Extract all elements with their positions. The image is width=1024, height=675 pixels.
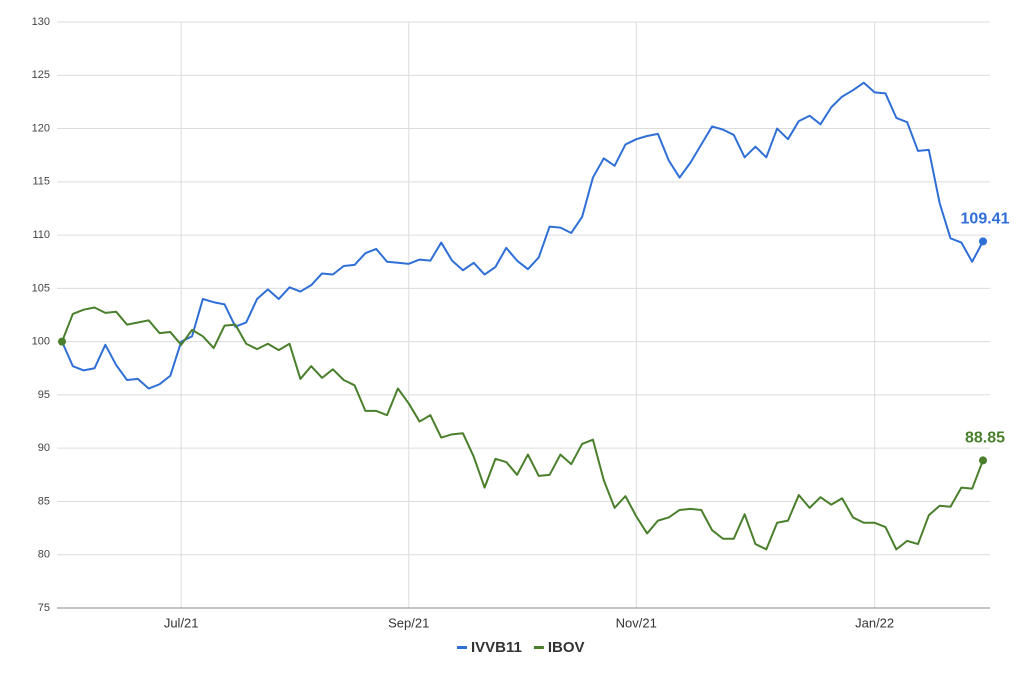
y-tick-label: 105 xyxy=(32,282,50,294)
end-point xyxy=(979,456,987,465)
y-tick-label: 95 xyxy=(38,389,50,401)
y-tick-label: 90 xyxy=(38,442,50,454)
legend-swatch xyxy=(533,646,544,649)
x-tick-label: Nov/21 xyxy=(616,615,657,630)
y-tick-label: 80 xyxy=(38,549,50,561)
y-tick-label: 120 xyxy=(32,122,50,134)
y-tick-label: 100 xyxy=(32,336,50,348)
legend-label: IBOV xyxy=(548,639,585,656)
y-tick-label: 115 xyxy=(32,176,50,188)
end-value-label: 88.85 xyxy=(965,430,1005,447)
legend-label: IVVB11 xyxy=(471,639,522,656)
x-tick-label: Sep/21 xyxy=(388,615,429,630)
y-tick-label: 110 xyxy=(32,229,50,241)
legend: IVVB11 IBOV xyxy=(457,639,585,656)
end-value-label: 109.41 xyxy=(961,211,1010,228)
legend-swatch xyxy=(457,646,467,649)
y-tick-label: 130 xyxy=(32,16,50,28)
start-point xyxy=(58,337,66,346)
y-tick-label: 85 xyxy=(38,495,50,507)
x-tick-label: Jan/22 xyxy=(855,615,894,630)
y-tick-label: 75 xyxy=(38,602,50,614)
y-tick-label: 125 xyxy=(32,69,50,81)
x-tick-label: Jul/21 xyxy=(164,615,199,630)
end-point xyxy=(979,237,987,246)
series-line xyxy=(61,81,984,390)
series-line xyxy=(61,306,984,551)
